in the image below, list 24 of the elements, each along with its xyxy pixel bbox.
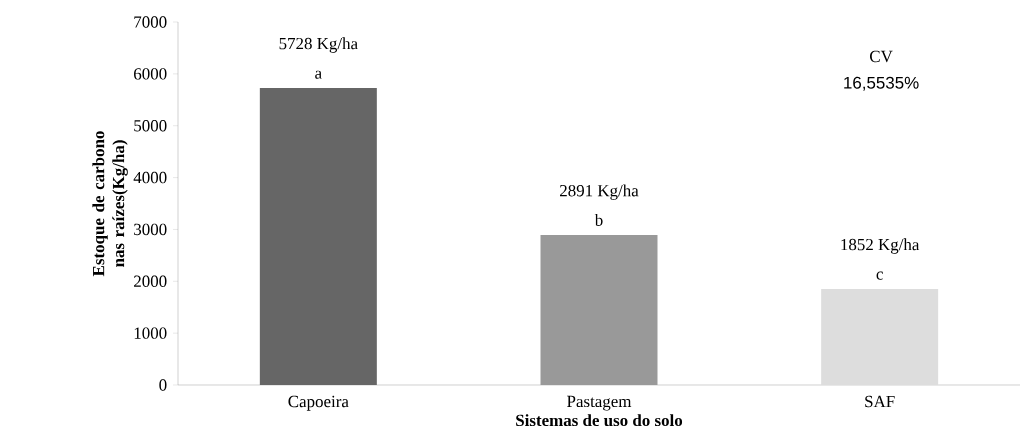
annotation: b	[594, 214, 603, 227]
y-tick-label: 6000	[134, 68, 167, 80]
data-label: 1852 Kg/ha	[841, 238, 920, 254]
bar	[259, 88, 377, 386]
annotation: a	[315, 70, 322, 79]
x-tick-label: SAF	[865, 395, 895, 408]
annotation: 16,5535%	[844, 76, 919, 91]
y-tick-label: 0	[159, 379, 167, 391]
annotation: CV	[870, 50, 893, 63]
data-label: 5728 Kg/ha	[279, 37, 358, 53]
y-tick-label: 5000	[134, 120, 167, 132]
x-tick-label: Pastagem	[567, 395, 632, 411]
bar	[540, 235, 658, 386]
y-tick-label: 3000	[134, 223, 167, 236]
data-label: 2891 Kg/ha	[560, 184, 639, 201]
y-tick-label: 7000	[134, 16, 167, 28]
x-tick-label: Capoeira	[288, 395, 349, 411]
y-axis-title: Estoque de carbono nas raízes(Kg/ha)	[92, 131, 128, 277]
annotation: c	[876, 271, 883, 280]
bar	[821, 289, 939, 386]
y-tick-label: 1000	[134, 327, 167, 339]
y-tick-label: 2000	[134, 275, 167, 288]
x-axis-title: Sistemas de uso do solo	[516, 414, 683, 427]
y-tick-label: 4000	[133, 171, 167, 184]
